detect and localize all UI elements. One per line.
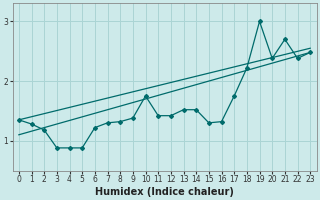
X-axis label: Humidex (Indice chaleur): Humidex (Indice chaleur) — [95, 187, 234, 197]
